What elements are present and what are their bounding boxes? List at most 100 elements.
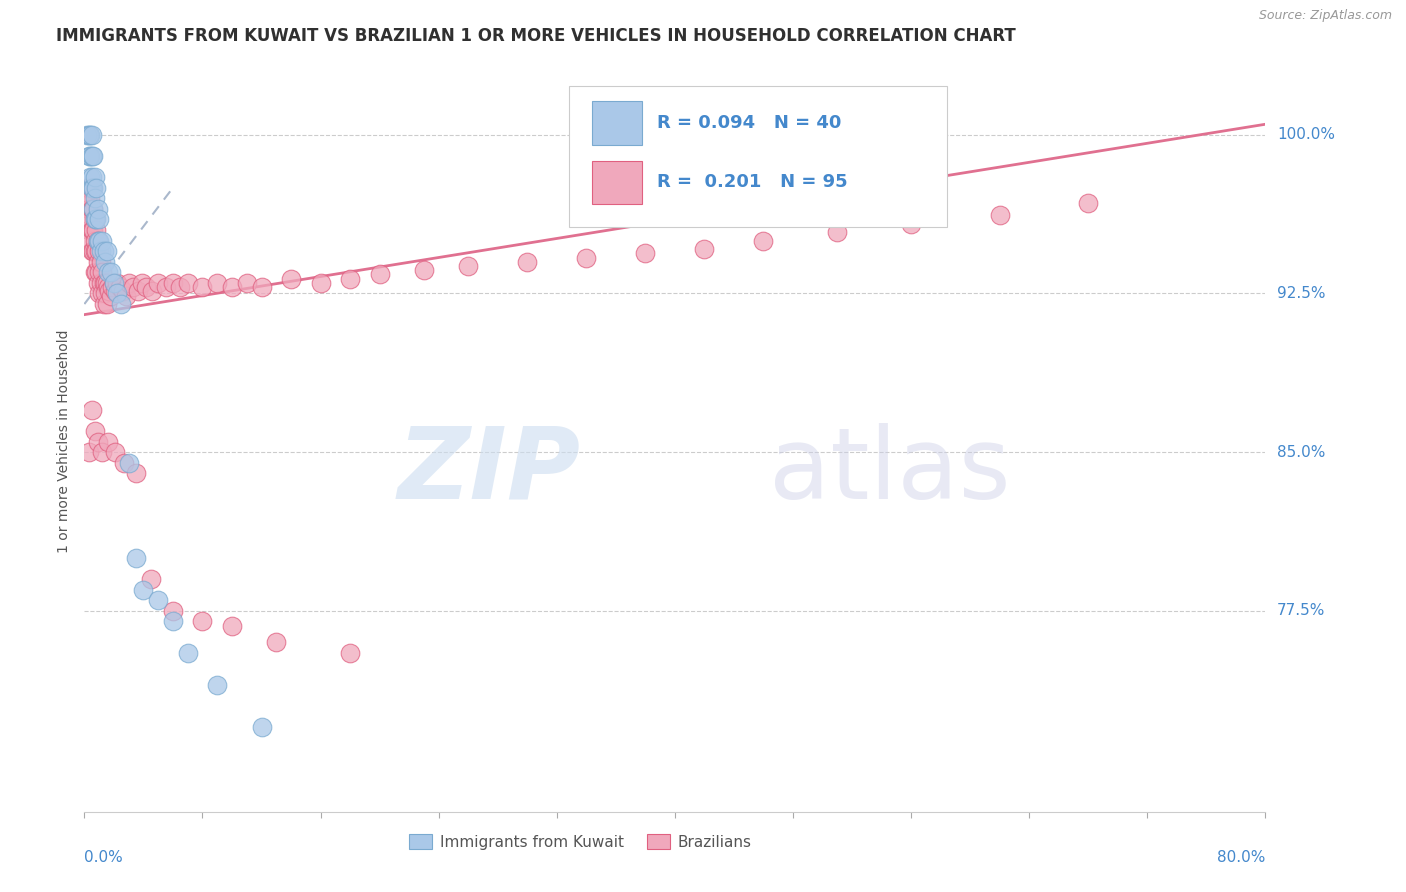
Point [97, 265, 120, 279]
Point [82, 180, 104, 194]
Point [86, 234, 108, 248]
Point [221, 280, 243, 294]
Point [87, 286, 111, 301]
Point [900, 217, 922, 231]
Point [105, 286, 128, 301]
Point [122, 280, 145, 294]
Point [91, 445, 114, 459]
Point [104, 285, 127, 299]
Point [368, 268, 391, 282]
Point [103, 276, 125, 290]
Text: 80.0%: 80.0% [1218, 850, 1265, 865]
Point [100, 288, 122, 302]
Point [97, 434, 120, 449]
Point [90, 276, 112, 290]
Point [76, 212, 98, 227]
Point [86, 234, 108, 248]
Point [79, 128, 101, 142]
Point [104, 445, 127, 459]
Point [100, 265, 122, 279]
Point [86, 202, 108, 216]
Point [141, 285, 163, 299]
Point [90, 254, 112, 268]
Point [155, 280, 177, 294]
Point [101, 280, 124, 294]
Point [79, 212, 101, 227]
Text: R = 0.094   N = 40: R = 0.094 N = 40 [657, 114, 842, 132]
Point [96, 297, 118, 311]
Point [86, 434, 108, 449]
Text: 0.0%: 0.0% [84, 850, 124, 865]
Point [80, 223, 103, 237]
Point [83, 170, 105, 185]
Point [111, 285, 134, 299]
Point [83, 234, 105, 248]
Point [76, 191, 98, 205]
Point [82, 223, 104, 237]
Point [80, 202, 103, 216]
Point [80, 128, 103, 142]
FancyBboxPatch shape [568, 87, 946, 227]
Point [82, 149, 104, 163]
Point [93, 244, 115, 259]
Point [266, 635, 288, 649]
Point [77, 202, 100, 216]
Point [84, 244, 107, 259]
Point [80, 170, 103, 185]
Point [139, 572, 162, 586]
Point [162, 615, 184, 629]
Point [79, 234, 101, 248]
Point [87, 244, 111, 259]
Point [80, 149, 103, 163]
Point [80, 180, 103, 194]
Point [86, 276, 108, 290]
Point [91, 234, 114, 248]
Text: atlas: atlas [769, 423, 1011, 520]
Point [413, 263, 436, 277]
Point [93, 297, 115, 311]
Point [118, 456, 141, 470]
Point [84, 180, 107, 194]
Point [339, 646, 361, 660]
Point [148, 593, 170, 607]
Point [162, 276, 184, 290]
Point [108, 280, 131, 294]
Point [82, 202, 104, 216]
Point [135, 280, 157, 294]
FancyBboxPatch shape [592, 102, 641, 145]
Point [83, 191, 105, 205]
Point [80, 244, 103, 259]
Point [105, 276, 128, 290]
Point [191, 280, 214, 294]
Point [207, 678, 229, 692]
Text: Source: ZipAtlas.com: Source: ZipAtlas.com [1258, 9, 1392, 22]
Point [77, 445, 100, 459]
Point [87, 234, 111, 248]
Point [132, 582, 155, 597]
Point [114, 288, 136, 302]
Legend: Immigrants from Kuwait, Brazilians: Immigrants from Kuwait, Brazilians [404, 828, 758, 856]
Point [127, 285, 149, 299]
Point [98, 285, 121, 299]
Point [236, 276, 259, 290]
Point [988, 208, 1011, 222]
Point [83, 212, 105, 227]
Point [87, 265, 111, 279]
Point [97, 280, 120, 294]
Point [83, 424, 105, 438]
Point [82, 202, 104, 216]
Y-axis label: 1 or more Vehicles in Household: 1 or more Vehicles in Household [58, 330, 72, 553]
Point [169, 280, 191, 294]
Point [84, 212, 107, 227]
Point [575, 251, 598, 265]
Point [75, 180, 97, 194]
Point [103, 276, 125, 290]
Point [1077, 195, 1099, 210]
Point [118, 276, 141, 290]
Point [94, 276, 117, 290]
Point [250, 280, 273, 294]
Point [90, 244, 112, 259]
Point [125, 550, 148, 565]
Point [83, 265, 105, 279]
Text: R =  0.201   N = 95: R = 0.201 N = 95 [657, 173, 848, 192]
